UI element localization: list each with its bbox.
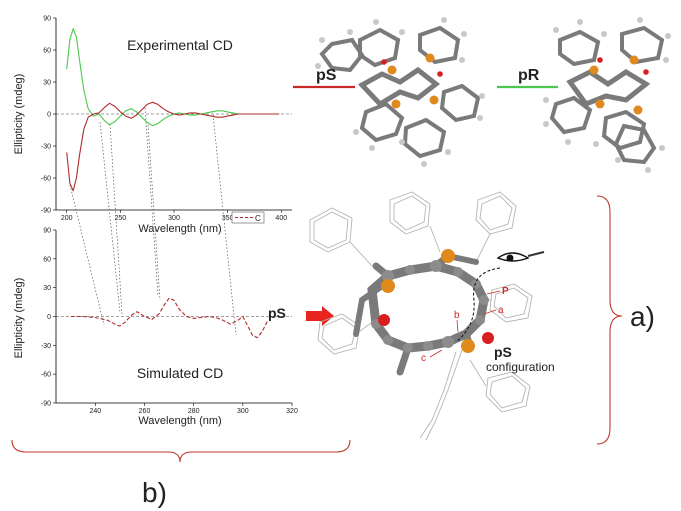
- exp-y-tick-label: -60: [41, 176, 51, 183]
- configuration-label: configuration: [486, 360, 555, 374]
- helix-dashed-path: [455, 267, 501, 343]
- sim-x-tick-label: 320: [286, 408, 298, 415]
- ps-top-label: pS: [316, 67, 337, 84]
- experimental-cd-chart: -90 -60 -30 0 30 60 90 200 250 300 350 400 Experime…: [13, 16, 292, 235]
- sim-series-line-0: [70, 297, 268, 339]
- sim-chart-title: Simulated CD: [137, 365, 223, 381]
- sim-y-axis-label: Ellipticity (mdeg): [13, 278, 25, 359]
- sim-y-tick-label: -30: [41, 343, 51, 350]
- exp-y-tick-label: -30: [41, 144, 51, 151]
- panel-label-a: a): [630, 301, 655, 332]
- peak-correlation-lines: [69, 107, 237, 336]
- atom-label-c: c: [421, 353, 426, 364]
- molecule-pr-structure: [543, 17, 671, 173]
- simulated-cd-chart: -90 -60 -30 0 30 60 90 240 260 280 300 320 Simulate…: [13, 228, 298, 428]
- phenyl-wireframes: [309, 191, 533, 441]
- sim-x-tick-label: 260: [139, 408, 151, 415]
- exp-legend: C: [231, 211, 265, 224]
- exp-y-tick-label: 0: [47, 112, 51, 119]
- phosphorus-atom-bottom: [461, 339, 475, 353]
- bracket-a: [596, 195, 623, 445]
- bracket-b: [11, 439, 351, 463]
- exp-x-axis-label: Wavelength (nm): [138, 223, 221, 235]
- sim-y-tick-label: 30: [43, 285, 51, 292]
- exp-chart-title: Experimental CD: [127, 37, 233, 53]
- eye-icon: [496, 251, 545, 262]
- sim-y-tick-label: 60: [43, 256, 51, 263]
- exp-series-line-0: [66, 28, 280, 127]
- atom-label-p: P: [502, 286, 509, 297]
- phosphorus-atom-left: [381, 279, 395, 293]
- phosphorus-atom-top: [441, 249, 455, 263]
- legend-entry: C: [255, 214, 261, 223]
- exp-x-tick-label: 400: [275, 215, 287, 222]
- sim-x-tick-label: 280: [188, 408, 200, 415]
- atom-label-b: b: [454, 310, 460, 321]
- ps-label-group: pS: [293, 67, 355, 89]
- exp-x-tick-label: 350: [222, 215, 234, 222]
- exp-series-line-1: [66, 101, 280, 192]
- ps-arrow-label: pS: [268, 305, 286, 321]
- pr-top-label: pR: [518, 67, 540, 84]
- pr-label-group: pR: [497, 67, 558, 89]
- ps-configuration-model: P a b c pS configuration: [309, 191, 555, 441]
- atom-label-a: a: [498, 305, 504, 316]
- red-arrow: [306, 306, 334, 326]
- sim-x-tick-label: 300: [237, 408, 249, 415]
- exp-y-tick-label: 30: [43, 80, 51, 87]
- exp-x-tick-label: 200: [61, 215, 73, 222]
- sim-x-axis-label: Wavelength (nm): [138, 415, 221, 427]
- oxygen-atom-right: [482, 332, 494, 344]
- sim-y-tick-label: 90: [43, 228, 51, 235]
- backbone-tubes: [353, 252, 489, 376]
- sim-x-tick-label: 240: [89, 408, 101, 415]
- exp-x-tick-label: 250: [115, 215, 127, 222]
- sim-y-tick-label: 0: [47, 314, 51, 321]
- exp-y-tick-label: -90: [41, 208, 51, 215]
- exp-y-tick-label: 60: [43, 48, 51, 55]
- exp-x-tick-label: 300: [168, 215, 180, 222]
- sim-y-tick-label: -60: [41, 372, 51, 379]
- oxygen-atom-left: [378, 314, 390, 326]
- sim-y-tick-label: -90: [41, 401, 51, 408]
- panel-label-b: b): [142, 477, 167, 508]
- ps-config-label: pS: [494, 344, 512, 360]
- exp-y-axis-label: Ellipticity (mdeg): [13, 74, 25, 155]
- molecule-ps-structure: [315, 17, 485, 167]
- exp-y-tick-label: 90: [43, 16, 51, 23]
